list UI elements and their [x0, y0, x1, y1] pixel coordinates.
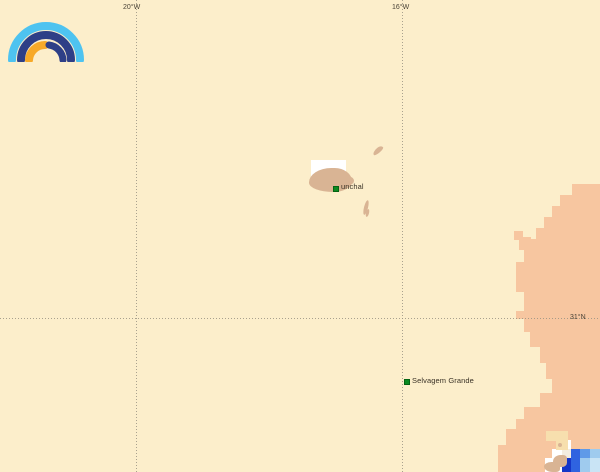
rainbow-arc-outer [8, 22, 84, 64]
marker-selvagem-grande[interactable] [404, 379, 410, 385]
meridian-20w [136, 0, 137, 472]
rainbow-logo[interactable] [8, 12, 86, 64]
marker-funchal[interactable] [333, 186, 339, 192]
parallel-label-31n: 31°N [570, 314, 586, 321]
data-pixel-dark-blue [571, 449, 580, 458]
rainbow-arc-inner-right [45, 41, 67, 64]
label-funchal: unchal [341, 182, 364, 191]
meridian-label-20w: 20°W [123, 4, 141, 11]
meridian-16w [402, 0, 403, 472]
rainbow-arc-inner [25, 40, 49, 64]
rainbow-arc-middle [17, 31, 75, 64]
parallel-31n [0, 318, 600, 319]
label-selvagem-grande: Selvagem Grande [412, 376, 474, 385]
meridian-label-16w: 16°W [392, 4, 410, 11]
data-pixel-blue [580, 449, 590, 458]
island-madeira-tail [342, 176, 354, 185]
